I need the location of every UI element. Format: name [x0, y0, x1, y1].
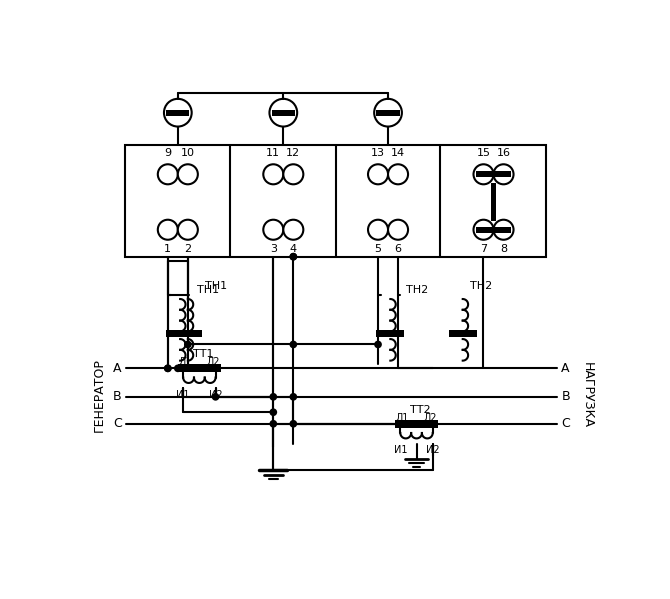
Circle shape	[283, 164, 304, 184]
Text: C: C	[561, 418, 570, 430]
Circle shape	[289, 253, 297, 261]
Text: ТТ1: ТТ1	[193, 349, 214, 359]
Text: A: A	[561, 362, 569, 375]
Circle shape	[164, 364, 172, 372]
Bar	[449, 330, 476, 337]
Circle shape	[158, 164, 178, 184]
Bar	[476, 226, 511, 233]
Text: 12: 12	[286, 148, 300, 158]
Circle shape	[388, 164, 408, 184]
Text: 7: 7	[480, 244, 487, 254]
Bar	[491, 183, 496, 221]
Text: 6: 6	[395, 244, 401, 254]
Circle shape	[494, 164, 513, 184]
Text: Л1: Л1	[179, 357, 192, 367]
Text: 1: 1	[164, 244, 172, 254]
Circle shape	[184, 341, 192, 348]
Bar	[166, 110, 190, 116]
Text: B: B	[113, 391, 122, 403]
Text: ТН1: ТН1	[205, 281, 227, 291]
Text: И2: И2	[426, 445, 440, 455]
Text: Л1: Л1	[396, 413, 409, 423]
Text: ТН1: ТН1	[197, 285, 219, 295]
Circle shape	[263, 164, 283, 184]
Circle shape	[388, 220, 408, 240]
Circle shape	[289, 420, 297, 428]
Text: ГЕНЕРАТОР: ГЕНЕРАТОР	[92, 358, 106, 432]
Circle shape	[494, 220, 513, 240]
Text: 4: 4	[289, 244, 297, 254]
Text: Л2: Л2	[206, 357, 220, 367]
Bar	[377, 110, 399, 116]
Bar	[377, 330, 404, 337]
Circle shape	[164, 99, 192, 126]
Text: И1: И1	[176, 389, 190, 400]
Circle shape	[164, 364, 172, 372]
Text: 2: 2	[184, 244, 192, 254]
Text: 13: 13	[371, 148, 385, 158]
Circle shape	[289, 393, 297, 401]
Text: 9: 9	[164, 148, 172, 158]
Text: 5: 5	[375, 244, 381, 254]
Circle shape	[283, 220, 304, 240]
Bar	[125, 145, 546, 257]
Text: 14: 14	[391, 148, 405, 158]
Text: 15: 15	[476, 148, 490, 158]
Circle shape	[374, 99, 402, 126]
Bar	[272, 110, 295, 116]
Text: ТН2: ТН2	[470, 281, 492, 291]
Circle shape	[178, 164, 198, 184]
Circle shape	[158, 220, 178, 240]
Circle shape	[269, 409, 277, 416]
Circle shape	[269, 420, 277, 428]
Text: B: B	[561, 391, 570, 403]
Bar	[178, 364, 221, 372]
Text: 8: 8	[500, 244, 507, 254]
Bar	[166, 330, 194, 337]
Bar	[476, 171, 511, 177]
Circle shape	[212, 393, 219, 401]
Circle shape	[368, 220, 388, 240]
Text: НАГРУЗКА: НАГРУЗКА	[581, 362, 594, 428]
Text: 16: 16	[496, 148, 511, 158]
Circle shape	[269, 99, 297, 126]
Circle shape	[397, 420, 404, 428]
Circle shape	[474, 164, 494, 184]
Text: Л2: Л2	[423, 413, 437, 423]
Text: ТН2: ТН2	[406, 285, 428, 295]
Text: И1: И1	[393, 445, 407, 455]
Text: A: A	[113, 362, 122, 375]
Text: C: C	[113, 418, 122, 430]
Circle shape	[368, 164, 388, 184]
Circle shape	[178, 220, 198, 240]
Circle shape	[174, 364, 182, 372]
Text: ТТ2: ТТ2	[410, 405, 431, 415]
Circle shape	[269, 393, 277, 401]
Text: И2: И2	[209, 389, 222, 400]
Circle shape	[474, 220, 494, 240]
Text: 10: 10	[181, 148, 195, 158]
Text: 3: 3	[270, 244, 277, 254]
Circle shape	[374, 341, 382, 348]
Bar	[395, 420, 438, 428]
Text: 11: 11	[266, 148, 280, 158]
Circle shape	[289, 253, 297, 261]
Circle shape	[289, 341, 297, 348]
Bar	[174, 330, 202, 337]
Circle shape	[263, 220, 283, 240]
